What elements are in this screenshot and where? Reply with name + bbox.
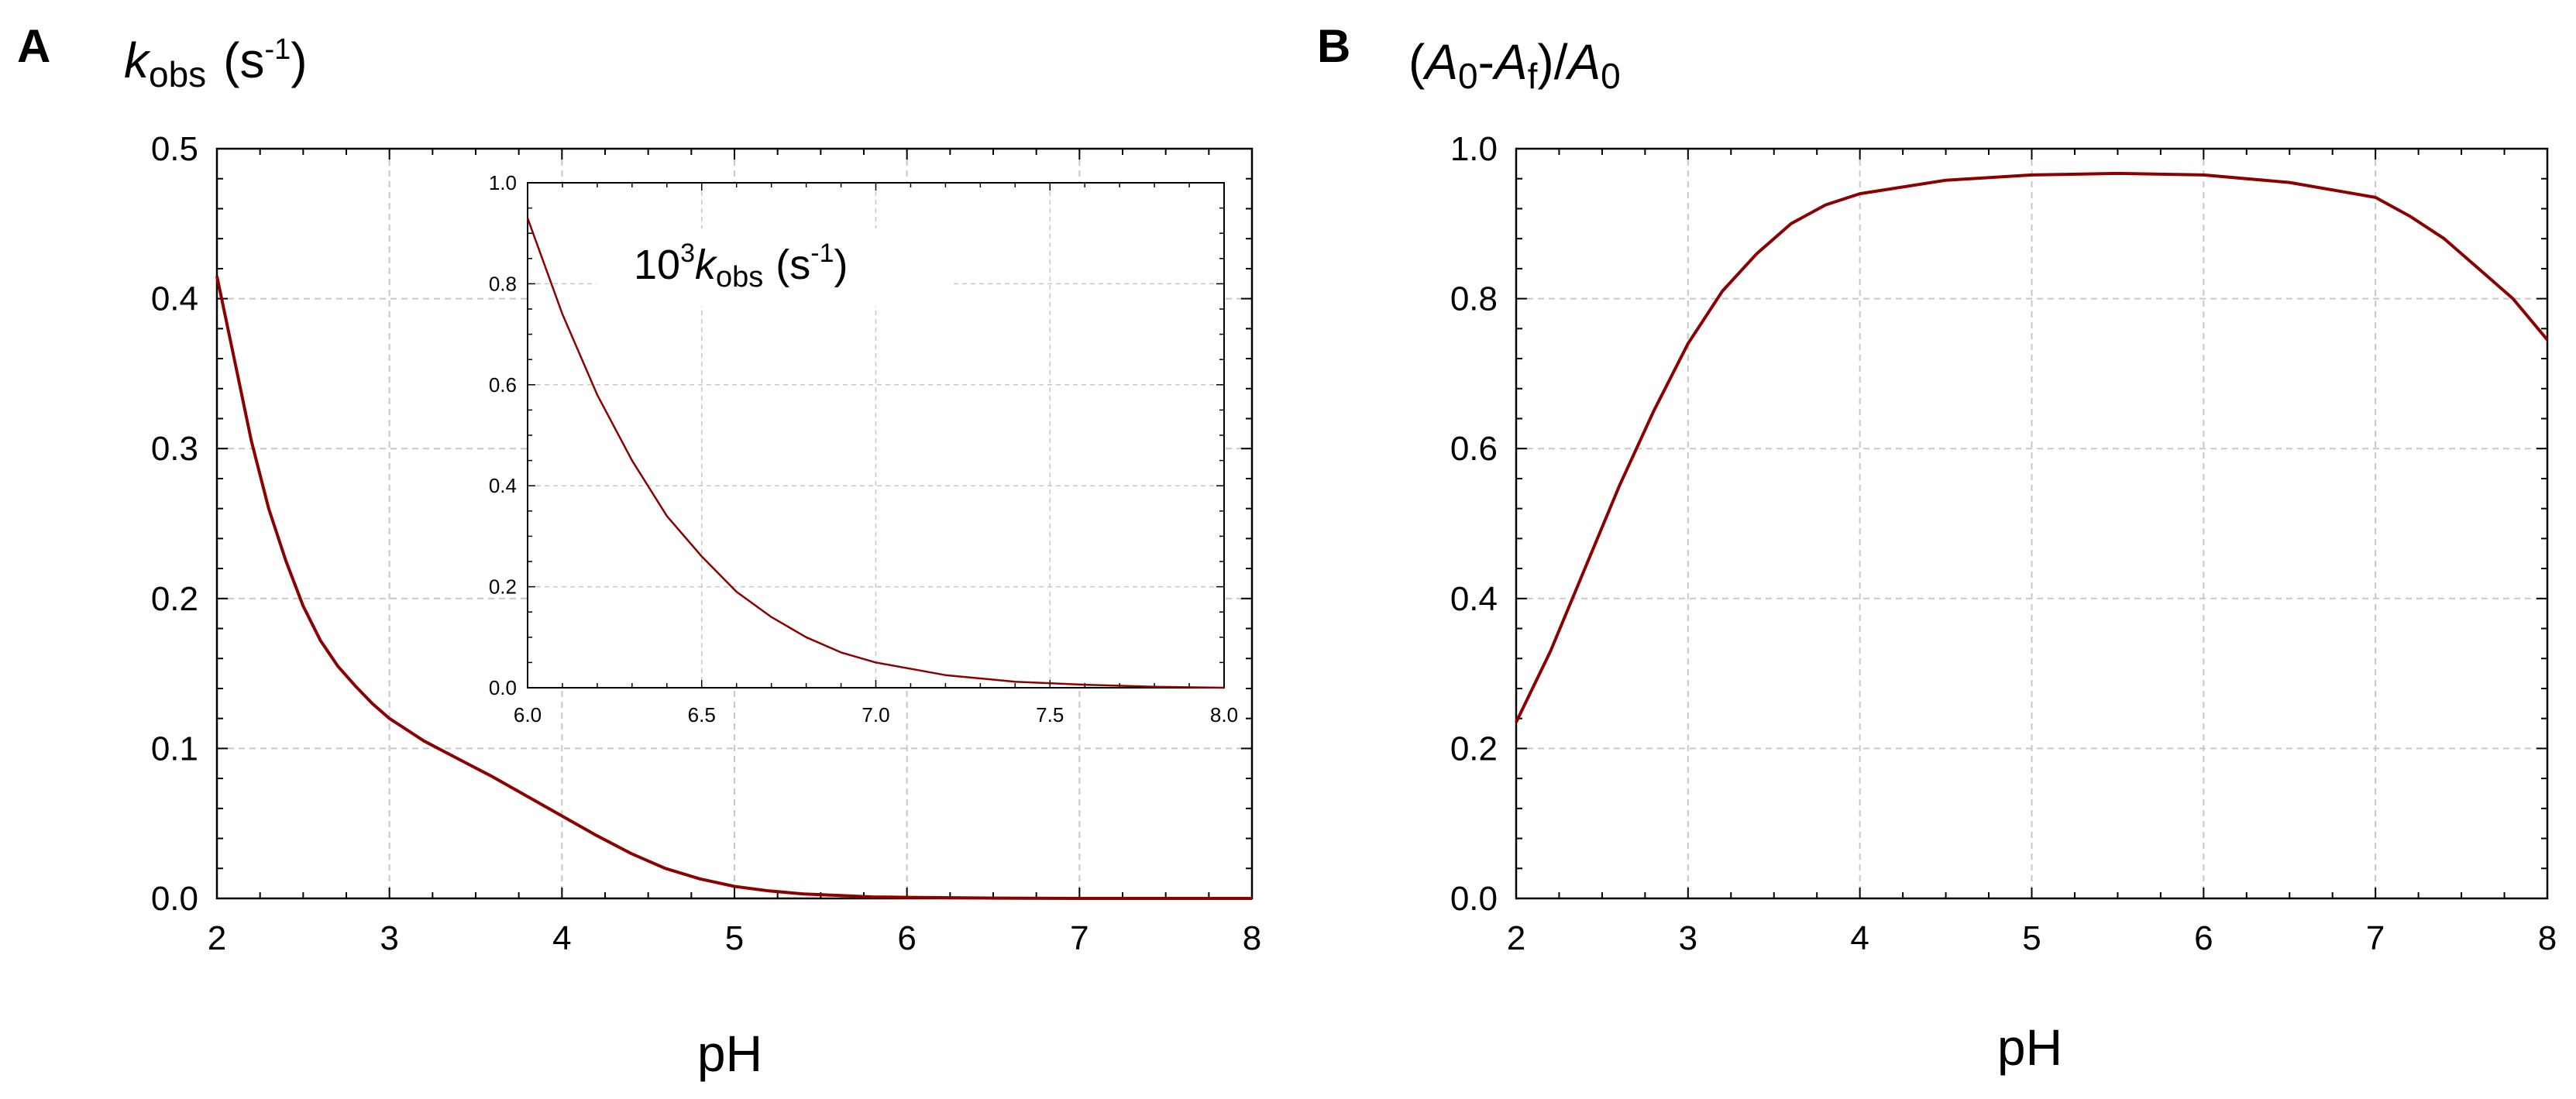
panel-b-x-tick-label: 4 [1850,919,1869,957]
panel-a-x-tick-label: 8 [1243,919,1261,957]
panel-b-tick-labels: 2 3 4 5 6 7 8 0.0 0.2 0.4 0.6 0.8 1.0 [1450,130,2557,957]
inset-y-tick-label: 1.0 [489,171,517,194]
inset-x-tick-label: 6.0 [514,703,542,726]
inset-y-tick-label: 0.2 [489,575,517,599]
panel-a-series [215,276,1252,900]
panel-a-inset: 6.0 6.5 7.0 7.5 8.0 0.0 0.2 0.4 0.6 0.8 1.0 103kob… [489,171,1238,726]
panel-b-x-tick-label: 3 [1679,919,1697,957]
panel-a-y-tick-label: 0.5 [151,130,198,168]
panel-a-ylabel: kobs (s-1) [124,33,308,94]
inset-x-tick-label: 8.0 [1210,703,1238,726]
panel-a-axes [215,147,1254,900]
panel-b-line--a0-af-a0 [1515,171,2549,723]
panel-b-y-tick-label: 0.0 [1450,880,1498,918]
inset-y-tick-label: 0.8 [489,272,517,295]
panel-b-xlabel: pH [1997,1018,2062,1076]
inset-x-tick-label: 7.0 [862,703,889,726]
inset-y-tick-label: 0.4 [489,474,517,497]
panel-a: A kobs (s-1) 2 3 4 5 6 7 8 0.0 0.1 0.2 0.3 0.4 0.5 pH… [17,20,1261,1082]
inset-line-1000-kobs [526,218,1225,689]
panel-a-x-tick-label: 3 [380,919,398,957]
panel-a-x-tick-label: 4 [552,919,571,957]
inset-x-tick-label: 7.5 [1036,703,1064,726]
panel-a-x-tick-label: 2 [208,919,226,957]
panel-b-y-tick-label: 0.8 [1450,280,1498,318]
panel-b-x-tick-label: 8 [2538,919,2557,957]
inset-series [526,218,1225,689]
panel-a-y-tick-label: 0.3 [151,430,198,468]
panel-b: B (A0-Af)/A0 2 3 4 5 6 7 8 0.0 0.2 0.4 0.6 0.8 1.0 p… [1317,20,2557,1076]
panel-b-y-tick-label: 0.2 [1450,730,1498,768]
panel-a-x-tick-label: 5 [725,919,744,957]
inset-x-tick-label: 6.5 [688,703,716,726]
panel-b-x-tick-label: 2 [1507,919,1525,957]
panel-a-y-tick-label: 0.1 [151,730,198,768]
panel-b-series [1515,171,2549,723]
inset-tick-labels: 6.0 6.5 7.0 7.5 8.0 0.0 0.2 0.4 0.6 0.8 1.0 [489,171,1238,726]
inset-annotation-background [597,228,953,306]
panel-a-tick-labels: 2 3 4 5 6 7 8 0.0 0.1 0.2 0.3 0.4 0.5 [151,130,1261,957]
panel-a-xlabel: pH [697,1025,762,1082]
panel-b-letter: B [1317,20,1350,72]
panel-b-x-tick-label: 5 [2022,919,2041,957]
panel-b-y-tick-label: 0.6 [1450,430,1498,468]
panel-b-y-tick-label: 1.0 [1450,130,1498,168]
inset-axes [527,182,1225,689]
panel-b-x-tick-label: 7 [2366,919,2385,957]
panel-a-y-tick-label: 0.0 [151,880,198,918]
panel-b-x-tick-label: 6 [2194,919,2213,957]
inset-annotation: 103kobs (s-1) [634,239,848,294]
panel-a-letter: A [17,20,50,72]
panel-b-y-tick-label: 0.4 [1450,580,1498,618]
panel-b-grid [1516,149,2547,898]
inset-y-tick-label: 0.6 [489,373,517,397]
inset-y-tick-label: 0.0 [489,676,517,699]
panel-b-axes [1515,147,2549,900]
panel-b-ylabel: (A0-Af)/A0 [1408,34,1621,96]
panel-a-y-tick-label: 0.2 [151,580,198,618]
panel-a-x-tick-label: 6 [897,919,916,957]
panel-a-line-kobs [215,276,1252,900]
panel-a-x-tick-label: 7 [1070,919,1089,957]
panel-a-y-tick-label: 0.4 [151,280,198,318]
